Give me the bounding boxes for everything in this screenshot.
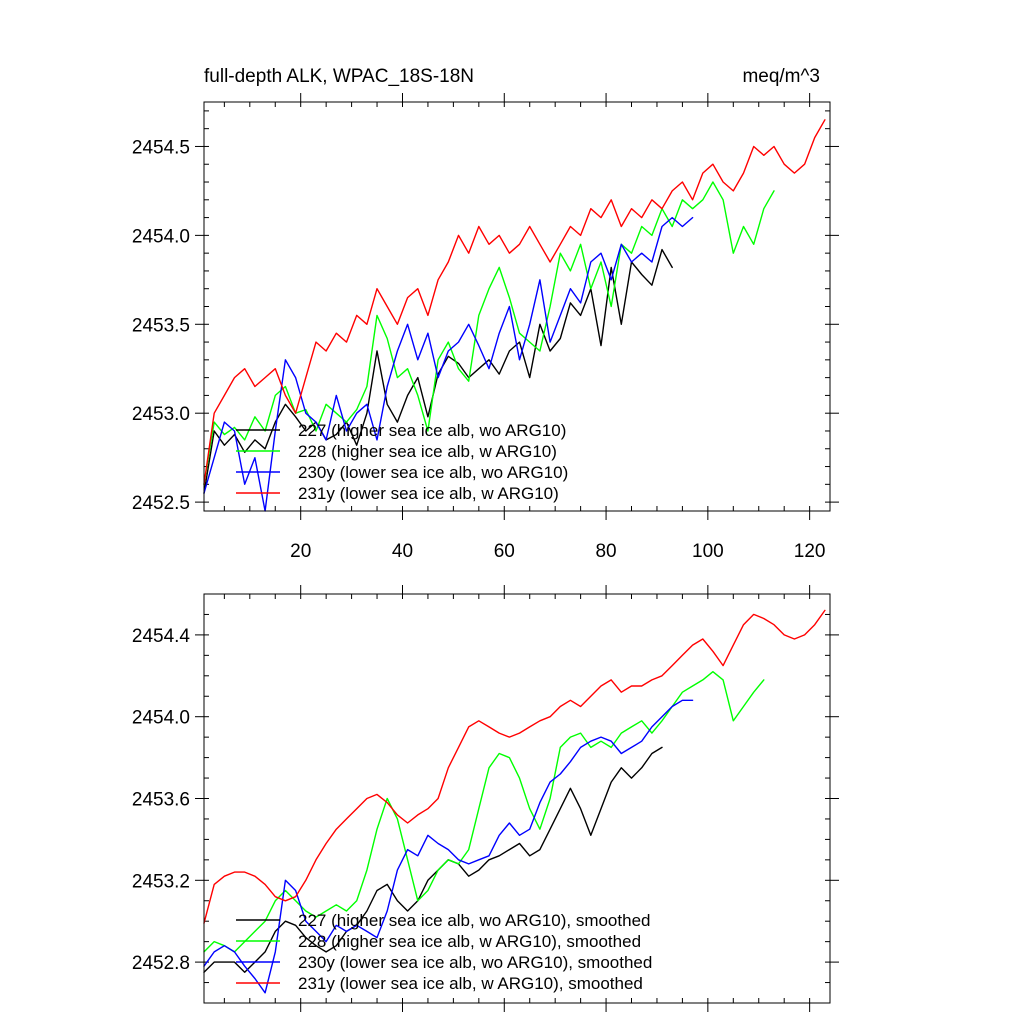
series-lines xyxy=(203,119,826,512)
x-tick-label: 120 xyxy=(794,541,826,562)
y-tick-label: 2454.5 xyxy=(132,137,190,158)
plot-frame xyxy=(203,593,831,1004)
y-tick-label: 2453.6 xyxy=(132,790,190,811)
panel-raw: full-depth ALK, WPAC_18S-18N meq/m^3 245… xyxy=(132,66,839,562)
plot-frame xyxy=(203,101,831,512)
legend-label: 231y (lower sea ice alb, w ARG10) xyxy=(298,484,559,503)
panel-title: full-depth ALK, WPAC_18S-18N xyxy=(204,66,474,87)
x-tick-label: 80 xyxy=(595,541,616,562)
panel-units: meq/m^3 xyxy=(742,66,820,87)
y-tick-label: 2454.4 xyxy=(132,626,191,647)
legend-label: 231y (lower sea ice alb, w ARG10), smoot… xyxy=(298,974,643,993)
tick-labels: 2452.8 2453.2 2453.6 2454.0 2454.4 xyxy=(132,626,191,974)
legend-label: 230y (lower sea ice alb, wo ARG10), smoo… xyxy=(298,953,652,972)
legend-label: 228 (higher sea ice alb, w ARG10), smoot… xyxy=(298,932,641,951)
series-line-3 xyxy=(203,699,694,994)
series-line-4 xyxy=(203,609,826,924)
series-line-1 xyxy=(203,248,673,494)
legend-label: 227 (higher sea ice alb, wo ARG10) xyxy=(298,421,566,440)
x-tick-label: 20 xyxy=(290,541,311,562)
y-tick-label: 2452.8 xyxy=(132,953,190,974)
legend-label: 230y (lower sea ice alb, wo ARG10) xyxy=(298,463,568,482)
tick-marks xyxy=(195,93,839,520)
y-tick-label: 2454.0 xyxy=(132,708,190,729)
series-line-2 xyxy=(203,181,775,485)
x-tick-label: 40 xyxy=(392,541,413,562)
y-tick-label: 2453.5 xyxy=(132,315,190,336)
y-tick-label: 2454.0 xyxy=(132,226,190,247)
tick-labels: 2452.5 2453.0 2453.5 2454.0 2454.5 20 40 60 80 10… xyxy=(132,137,826,562)
legend-label: 227 (higher sea ice alb, wo ARG10), smoo… xyxy=(298,911,650,930)
y-tick-label: 2453.2 xyxy=(132,871,190,892)
y-tick-label: 2452.5 xyxy=(132,493,190,514)
legend-label: 228 (higher sea ice alb, w ARG10) xyxy=(298,442,557,461)
panel-smoothed: 2452.8 2453.2 2453.6 2454.0 2454.4 227 (high… xyxy=(132,585,839,1012)
x-tick-label: 100 xyxy=(692,541,724,562)
x-tick-label: 60 xyxy=(494,541,515,562)
y-tick-label: 2453.0 xyxy=(132,404,190,425)
legend: 227 (higher sea ice alb, wo ARG10) 228 (h… xyxy=(236,421,568,503)
series-lines xyxy=(203,609,826,994)
series-line-3 xyxy=(203,216,694,512)
series-line-1 xyxy=(203,746,663,973)
legend: 227 (higher sea ice alb, wo ARG10), smoo… xyxy=(236,911,652,993)
series-line-4 xyxy=(203,119,826,485)
